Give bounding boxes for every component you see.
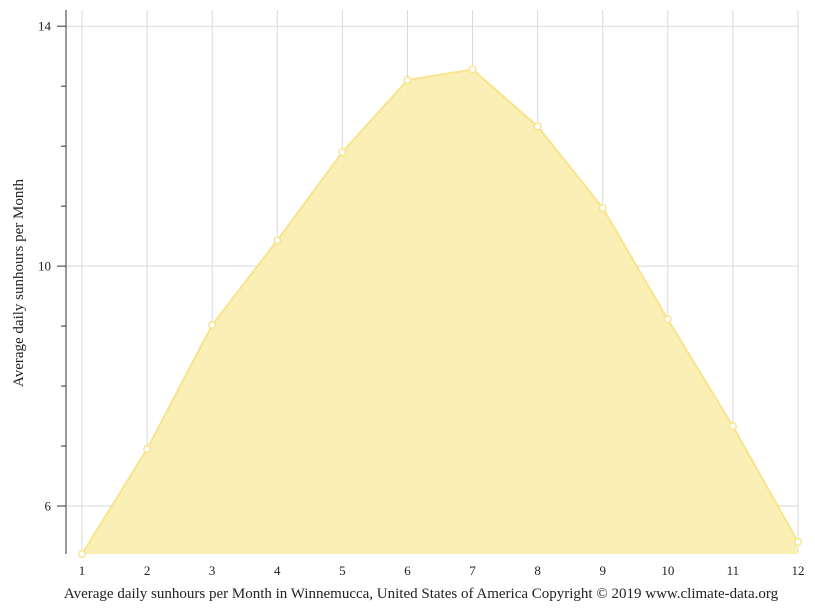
data-point [143,445,152,454]
x-tick-label: 10 [661,563,674,578]
chart-caption: Average daily sunhours per Month in Winn… [64,586,779,602]
data-point [728,422,737,431]
y-tick-label: 14 [38,19,52,34]
x-tick-label: 8 [534,563,541,578]
y-tick-labels: 6 10 14 [38,19,52,514]
data-point [663,315,672,324]
x-tick-label: 5 [339,563,346,578]
x-tick-label: 6 [404,563,411,578]
data-point [77,550,86,559]
x-tick-label: 7 [469,563,476,578]
x-tick-labels: 1 2 3 4 5 6 7 8 9 10 11 12 [79,563,805,578]
data-point [338,148,347,157]
data-point [403,76,412,85]
x-tick-label: 1 [79,563,86,578]
x-tick-label: 3 [209,563,216,578]
x-tick-label: 2 [144,563,151,578]
data-point [598,203,607,212]
data-point [468,65,477,74]
x-tick-label: 9 [599,563,606,578]
data-point [794,538,803,547]
data-point [273,236,282,245]
axes [57,10,67,554]
data-point [208,320,217,329]
data-point [533,122,542,131]
y-tick-label: 6 [45,499,52,514]
x-tick-label: 11 [727,563,740,578]
x-tick-label: 12 [792,563,805,578]
y-tick-label: 10 [38,259,51,274]
y-axis-label: Average daily sunhours per Month [11,179,27,388]
sunhours-line [81,68,799,555]
sunhours-area [82,69,798,554]
x-tick-label: 4 [274,563,281,578]
data-points [77,65,803,559]
